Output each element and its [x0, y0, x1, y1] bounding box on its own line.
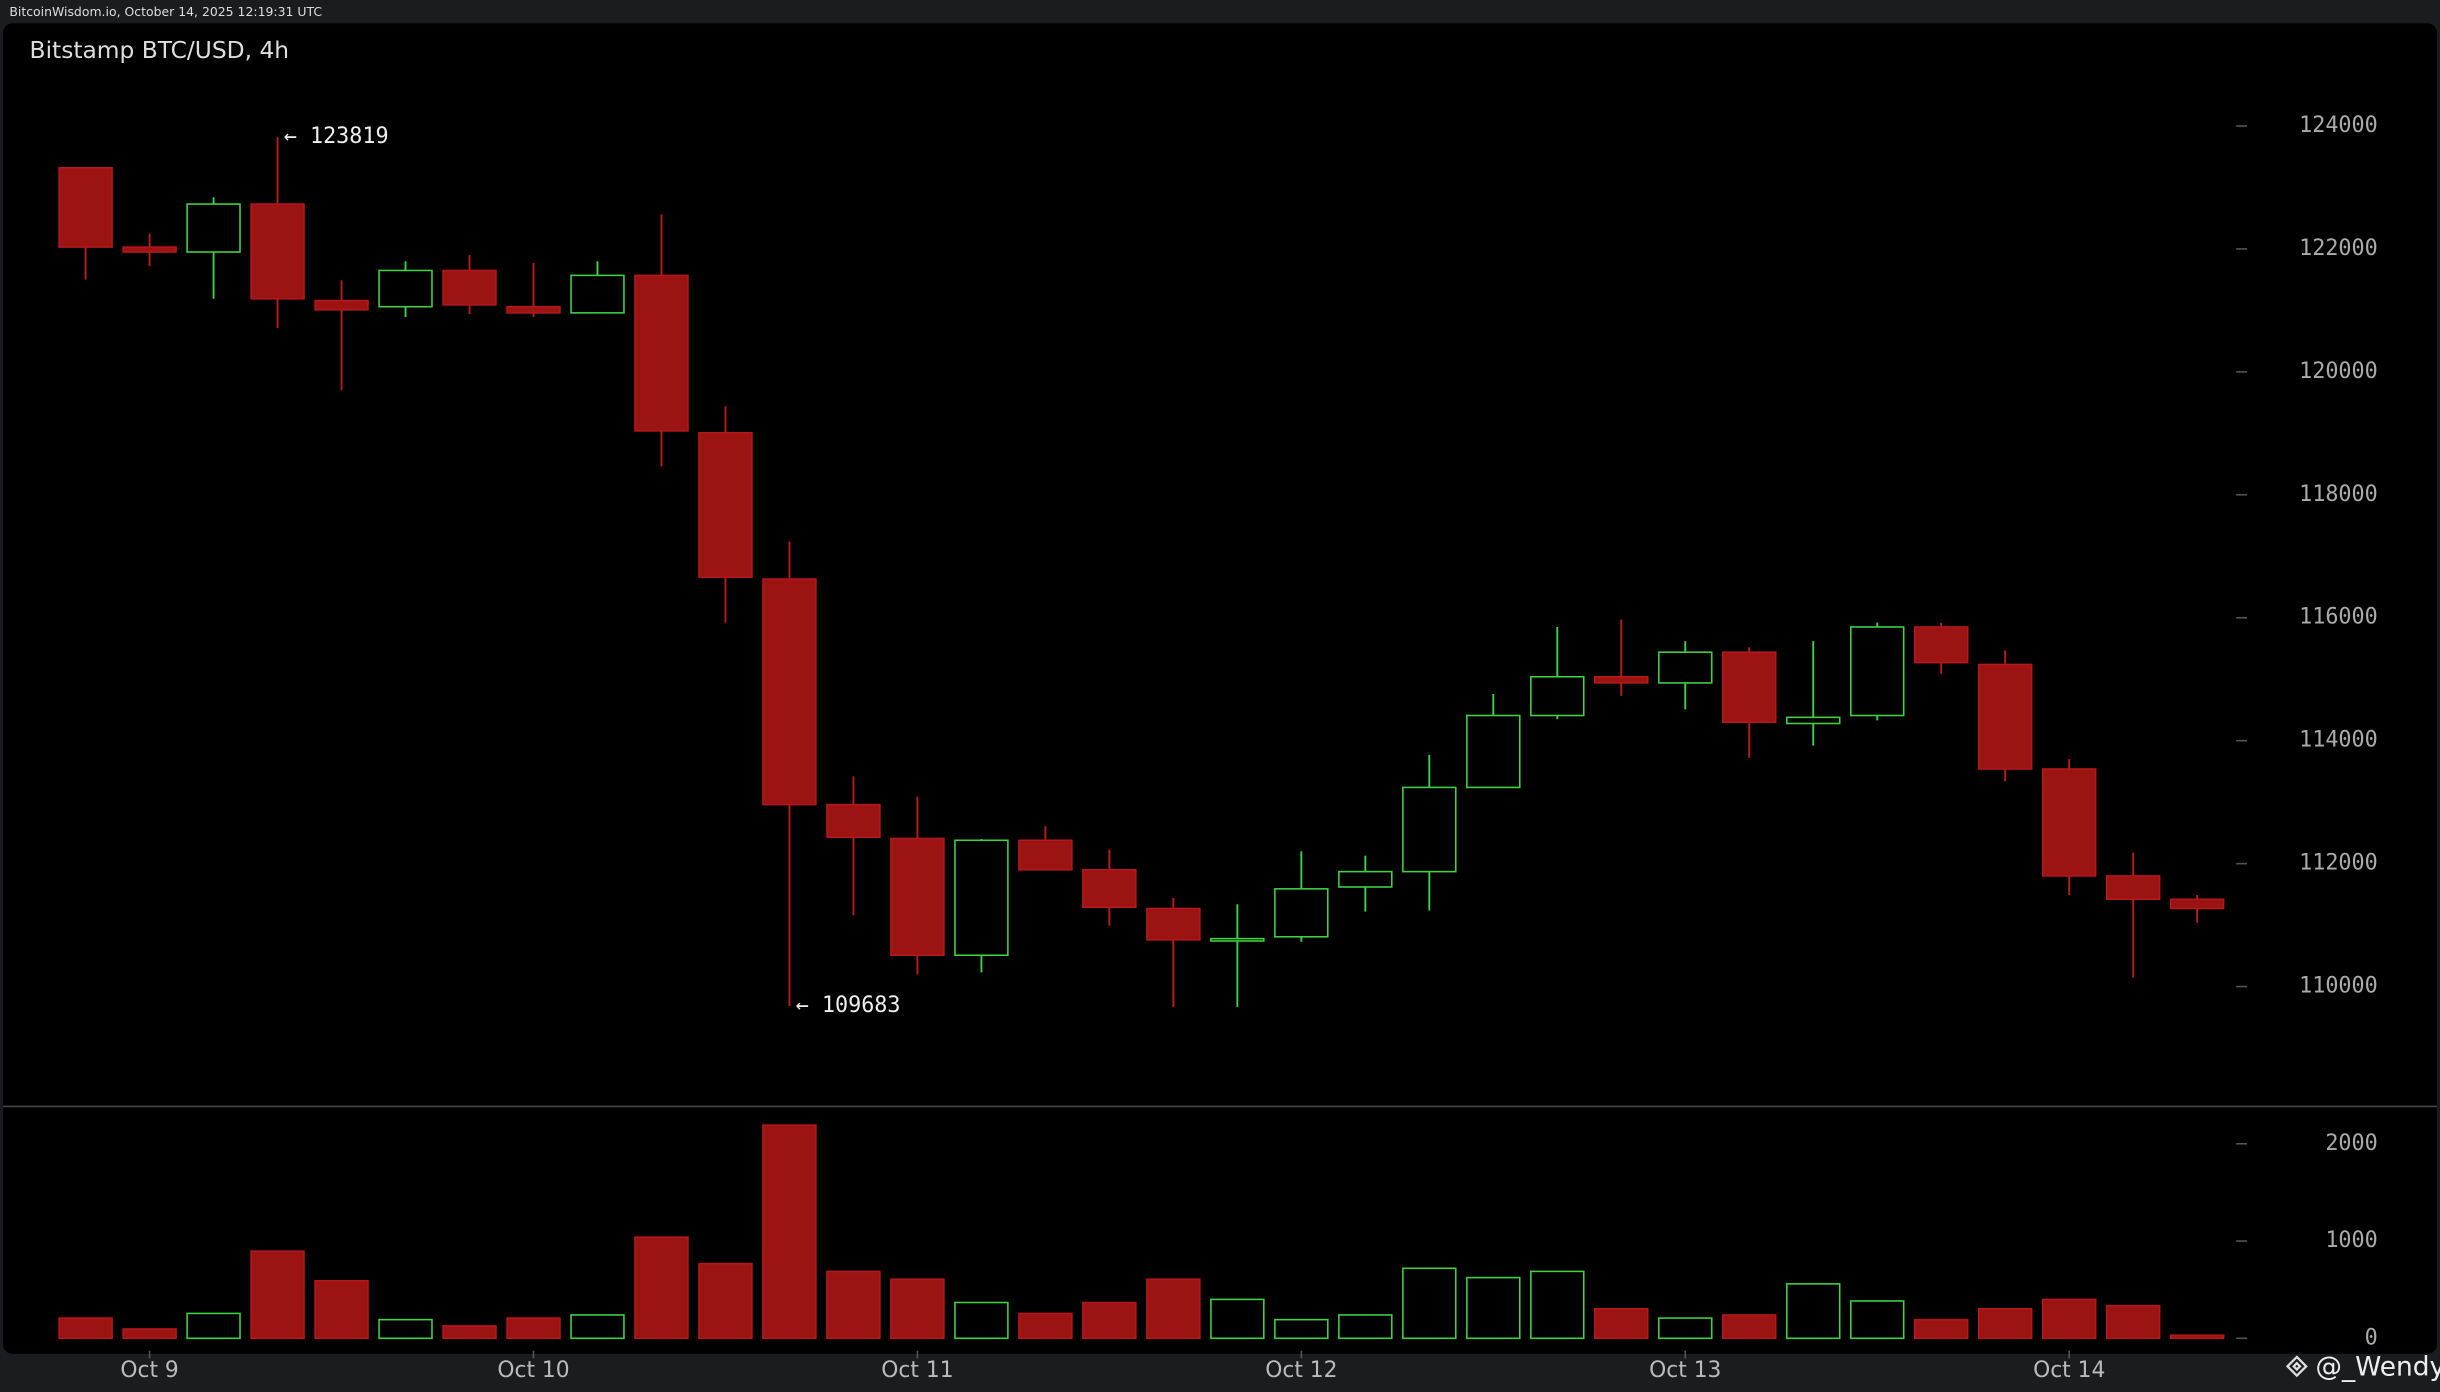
x-tick-label: Oct 12: [1265, 1358, 1337, 1383]
x-tick-label: Oct 10: [497, 1358, 569, 1383]
volume-bar: [826, 1270, 881, 1340]
volume-bar: [1850, 1300, 1905, 1340]
candle-body: [2169, 898, 2225, 910]
annotation: ← 109683: [796, 993, 901, 1018]
volume-bar: [2041, 1298, 2097, 1340]
x-tick-label: Oct 9: [120, 1358, 178, 1383]
candle-body: [1402, 786, 1457, 873]
y-tick-label: 1000: [2325, 1228, 2377, 1253]
volume-bar: [1402, 1267, 1457, 1340]
y-tick-label: 112000: [2299, 851, 2378, 876]
x-tick-label: Oct 11: [881, 1358, 953, 1383]
volume-bar: [2169, 1334, 2225, 1340]
candle-body: [2041, 768, 2097, 877]
volume-bar: [698, 1262, 753, 1340]
volume-bar: [1913, 1318, 1969, 1340]
candle-body: [698, 431, 753, 578]
y-tick-label: 124000: [2299, 113, 2378, 138]
x-tick-label: Oct 14: [2033, 1358, 2105, 1383]
volume-bar: [2105, 1304, 2161, 1340]
volume-bar: [442, 1325, 497, 1340]
candle-body: [1146, 907, 1201, 941]
candle-body: [1658, 651, 1713, 684]
plot-panel: [3, 23, 2437, 1354]
y-tick-label: 0: [2365, 1325, 2378, 1350]
candle-body: [1850, 626, 1905, 717]
volume-bar: [634, 1236, 689, 1340]
candle-body: [1082, 869, 1137, 909]
candle-body: [1786, 716, 1841, 725]
candle-body: [314, 299, 369, 311]
volume-bar: [1530, 1270, 1585, 1340]
volume-bar: [1338, 1314, 1393, 1340]
candle-body: [1913, 626, 1969, 664]
candle-body: [442, 269, 497, 306]
volume-bar: [570, 1314, 625, 1340]
volume-bar: [1082, 1301, 1137, 1340]
candle-body: [890, 837, 945, 957]
y-tick-label: 122000: [2299, 236, 2378, 261]
candle-body: [1018, 839, 1073, 871]
volume-bar: [1146, 1278, 1201, 1340]
candle-body: [826, 803, 881, 838]
candle-body: [1594, 675, 1649, 684]
volume-bar: [890, 1278, 945, 1340]
candle-body: [58, 167, 113, 248]
volume-bar: [314, 1279, 369, 1340]
volume-bar: [378, 1318, 433, 1340]
volume-bar: [1977, 1307, 2033, 1340]
header-text: BitcoinWisdom.io, October 14, 2025 12:19…: [9, 4, 322, 19]
volume-bar: [1594, 1307, 1649, 1340]
volume-bar: [122, 1328, 177, 1340]
y-tick-label: 2000: [2325, 1131, 2377, 1156]
candle-body: [1466, 714, 1521, 789]
x-tick-label: Oct 13: [1649, 1358, 1721, 1383]
candle-body: [634, 274, 689, 432]
volume-bar: [1018, 1312, 1073, 1340]
y-tick-label: 114000: [2299, 728, 2378, 753]
candle-body: [1210, 937, 1265, 942]
candle-body: [954, 839, 1009, 957]
volume-bar: [186, 1312, 241, 1340]
candle-body: [1977, 663, 2033, 770]
candle-body: [506, 305, 561, 314]
candle-body: [762, 578, 817, 806]
volume-bar: [506, 1317, 561, 1340]
candle-body: [186, 203, 241, 253]
candle-body: [1274, 888, 1329, 938]
volume-bar: [58, 1317, 113, 1340]
y-tick-label: 110000: [2299, 974, 2378, 999]
chart-title: Bitstamp BTC/USD, 4h: [30, 36, 290, 64]
volume-bar: [1466, 1276, 1521, 1340]
candle-body: [1338, 870, 1393, 888]
volume-bar: [250, 1250, 305, 1340]
volume-bar: [1658, 1317, 1713, 1340]
volume-bar: [1210, 1298, 1265, 1340]
candle-body: [2105, 875, 2161, 901]
candle-body: [570, 274, 625, 314]
volume-bar: [762, 1124, 817, 1340]
y-tick-label: 120000: [2299, 359, 2378, 384]
y-tick-label: 118000: [2299, 482, 2378, 507]
volume-bar: [1274, 1318, 1329, 1340]
candle-body: [1722, 651, 1777, 724]
volume-bar: [1786, 1283, 1841, 1340]
watermark: @_Wendy: [2316, 1351, 2440, 1382]
y-tick-label: 116000: [2299, 605, 2378, 630]
volume-bar: [954, 1301, 1009, 1340]
candle-body: [1530, 675, 1585, 717]
candle-body: [378, 269, 433, 308]
volume-bar: [1722, 1314, 1777, 1340]
annotation: ← 123819: [284, 124, 389, 149]
watermark-logo: [2285, 1355, 2308, 1378]
candle-body: [250, 203, 305, 300]
candle-body: [122, 246, 177, 253]
